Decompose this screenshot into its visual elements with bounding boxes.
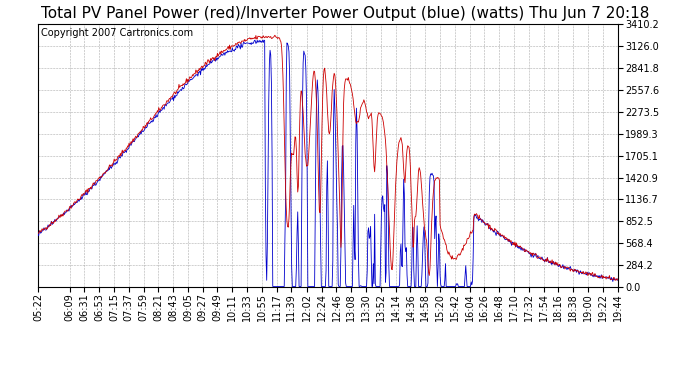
Text: Copyright 2007 Cartronics.com: Copyright 2007 Cartronics.com [41, 28, 193, 38]
Text: Total PV Panel Power (red)/Inverter Power Output (blue) (watts) Thu Jun 7 20:18: Total PV Panel Power (red)/Inverter Powe… [41, 6, 649, 21]
